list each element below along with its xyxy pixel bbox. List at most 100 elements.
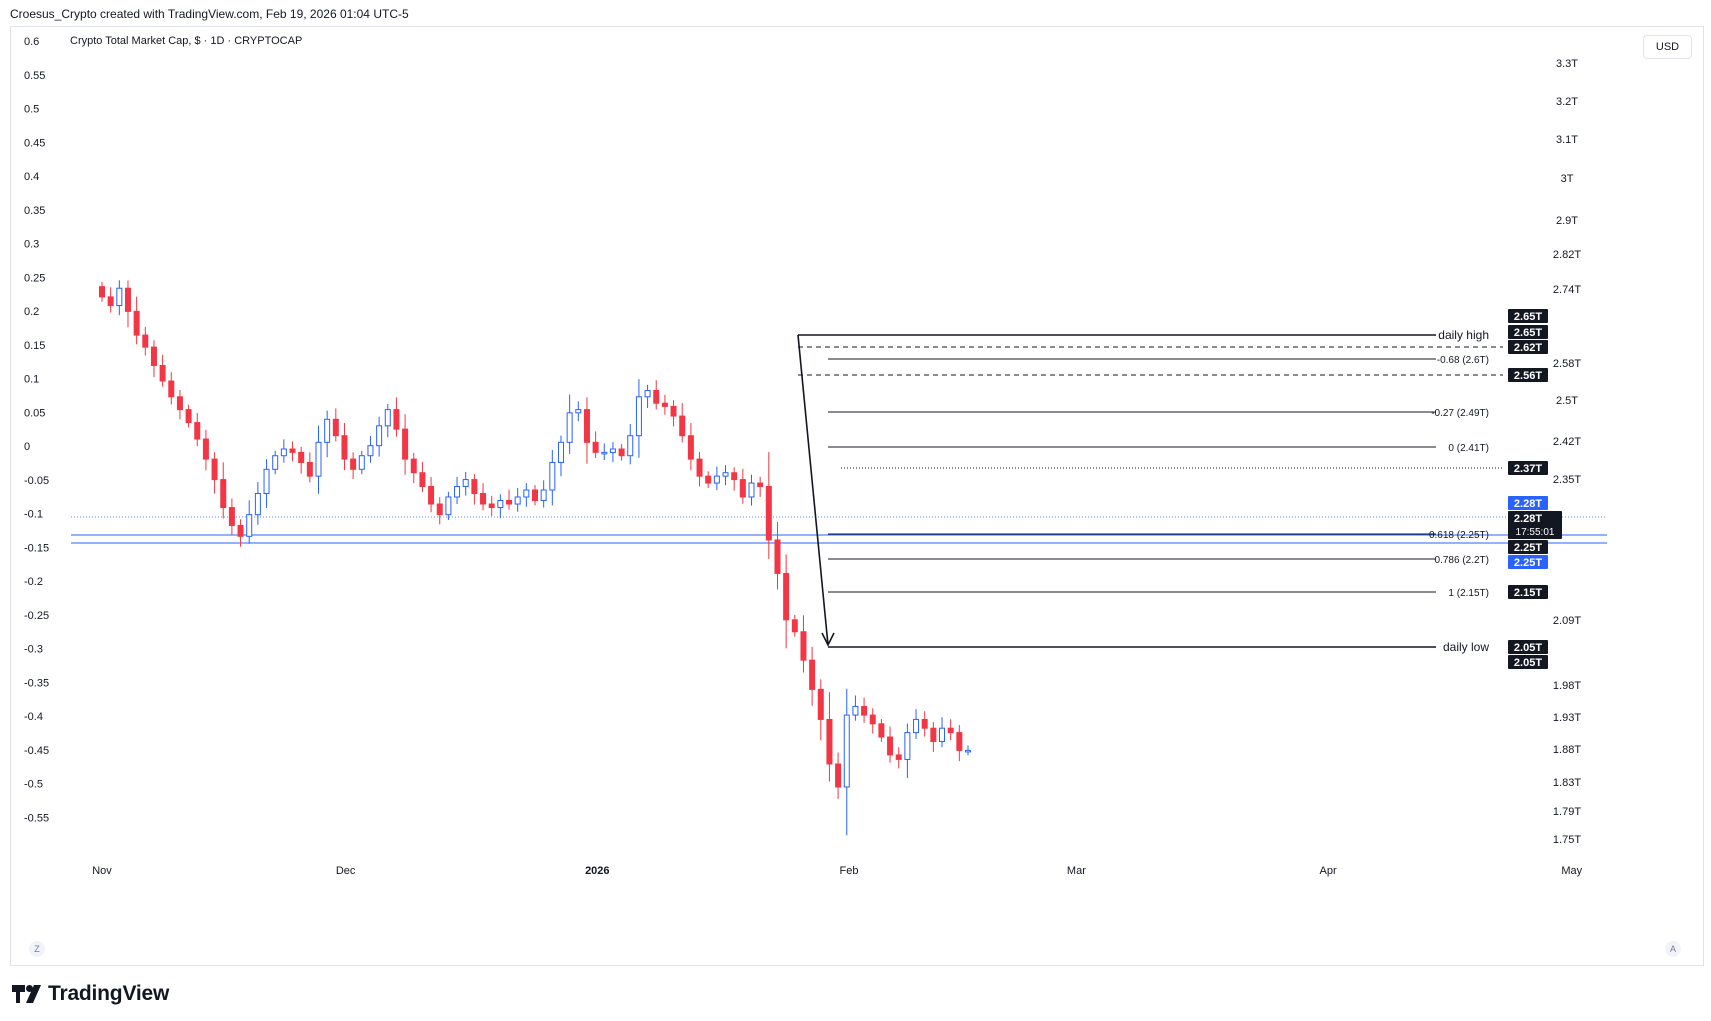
- candle-body: [393, 409, 400, 430]
- price-tag-text: 2.25T: [1514, 542, 1542, 554]
- candle-body: [358, 455, 365, 470]
- candle-body: [159, 364, 166, 382]
- left-axis-label: -0.5: [24, 779, 43, 791]
- x-axis-label: Feb: [840, 865, 859, 877]
- x-axis-label: 2026: [585, 865, 609, 877]
- candle-body: [306, 461, 313, 477]
- zoom-reset-button[interactable]: Z: [29, 941, 45, 957]
- candle-body: [410, 458, 417, 474]
- chart-credit: Croesus_Crypto created with TradingView.…: [10, 7, 409, 21]
- candle-body: [869, 714, 876, 725]
- candle-body: [679, 415, 686, 437]
- candle-body: [783, 572, 790, 621]
- candle-body: [280, 448, 287, 457]
- candle-body: [757, 482, 764, 488]
- right-axis-label: 2.35T: [1553, 474, 1581, 486]
- price-tag: [1508, 585, 1548, 599]
- price-tag-text: 2.15T: [1514, 587, 1542, 599]
- candle-body: [237, 524, 244, 537]
- left-axis-label: 0.5: [24, 104, 39, 116]
- x-axis-label: Mar: [1067, 865, 1086, 877]
- candle-body: [540, 489, 547, 501]
- right-axis-label: 3.1T: [1556, 134, 1578, 146]
- candle-body: [168, 380, 175, 398]
- right-axis-label: 2.5T: [1556, 395, 1578, 407]
- candle-body: [350, 458, 357, 470]
- right-axis-label: 2.9T: [1556, 215, 1578, 227]
- candle-body: [185, 409, 192, 424]
- candle-body: [791, 619, 798, 633]
- left-axis-label: 0.2: [24, 306, 39, 318]
- candle-body: [211, 458, 218, 481]
- candle-body: [557, 441, 564, 463]
- candle-body: [817, 688, 824, 720]
- auto-scale-button[interactable]: A: [1665, 941, 1681, 957]
- right-axis-label: 2.82T: [1553, 249, 1581, 261]
- candle-body: [635, 396, 642, 437]
- candle-body: [324, 418, 331, 443]
- left-axis-label: 0.1: [24, 374, 39, 386]
- level-label: 0.786 (2.2T): [1435, 555, 1489, 566]
- candle-body: [220, 479, 227, 509]
- candle-body: [947, 727, 954, 734]
- candle-body: [956, 732, 963, 751]
- left-axis-label: 0.55: [24, 70, 45, 82]
- right-axis-label: 1.98T: [1553, 680, 1581, 692]
- candle-body: [748, 482, 755, 498]
- price-tag: [1508, 461, 1548, 475]
- left-axis-label: 0.15: [24, 340, 45, 352]
- price-tag: [1508, 655, 1548, 669]
- candle-body: [116, 287, 123, 307]
- left-axis-label: -0.55: [24, 812, 49, 824]
- left-axis-label: -0.3: [24, 644, 43, 656]
- price-tag: [1508, 340, 1548, 354]
- left-axis-label: 0.35: [24, 205, 45, 217]
- price-chart[interactable]: daily high -0.68 (2.6T) -0.27 (2.49T) 0 (2.…: [11, 27, 1705, 967]
- level-label: 1 (2.15T): [1448, 588, 1489, 599]
- candle-body: [133, 310, 140, 336]
- candle-body: [670, 405, 677, 417]
- currency-button[interactable]: USD: [1643, 35, 1692, 59]
- price-tag-countdown: 17:55:01: [1516, 527, 1555, 538]
- candle-body: [549, 461, 556, 491]
- candle-body: [575, 409, 582, 414]
- right-axis-label: 1.79T: [1553, 806, 1581, 818]
- right-axis-label: 2.42T: [1553, 436, 1581, 448]
- price-tag-text: 2.37T: [1514, 463, 1542, 475]
- candle-body: [263, 468, 270, 494]
- candle-body: [913, 718, 920, 734]
- trend-arrow-head: [821, 632, 835, 647]
- candle-body: [454, 486, 461, 498]
- right-axis-label: 1.93T: [1553, 712, 1581, 724]
- candle-body: [878, 723, 885, 738]
- price-tag-text: 2.25T: [1514, 557, 1542, 569]
- candle-body: [445, 496, 452, 516]
- candle-body: [739, 479, 746, 498]
- level-label: 0.618 (2.25T): [1429, 530, 1489, 541]
- level-label: -0.27 (2.49T): [1431, 408, 1489, 419]
- candle-body: [488, 503, 495, 509]
- x-axis-label: May: [1561, 865, 1582, 877]
- candle-body: [566, 412, 573, 443]
- price-tag-text: 2.56T: [1514, 370, 1542, 382]
- candle-body: [462, 479, 469, 488]
- candle-body: [609, 448, 616, 453]
- candle-body: [523, 489, 530, 498]
- price-tag: [1508, 496, 1548, 510]
- left-axis-label: -0.2: [24, 576, 43, 588]
- left-axis-label: -0.25: [24, 610, 49, 622]
- candle-body: [176, 396, 183, 411]
- price-tag: [1508, 540, 1548, 554]
- tradingview-logo-icon: [12, 985, 41, 1003]
- candle-body: [774, 539, 781, 574]
- left-axis-label: 0.6: [24, 36, 39, 48]
- candle-body: [246, 514, 253, 537]
- candle-body: [506, 499, 513, 505]
- price-tag-text: 2.65T: [1514, 327, 1542, 339]
- candle-body: [921, 718, 928, 729]
- right-axis-label: 2.58T: [1553, 358, 1581, 370]
- candle-body: [194, 422, 201, 440]
- candle-body: [765, 486, 772, 541]
- chart-frame[interactable]: daily high -0.68 (2.6T) -0.27 (2.49T) 0 (2.…: [10, 26, 1704, 966]
- price-tag: [1508, 511, 1562, 539]
